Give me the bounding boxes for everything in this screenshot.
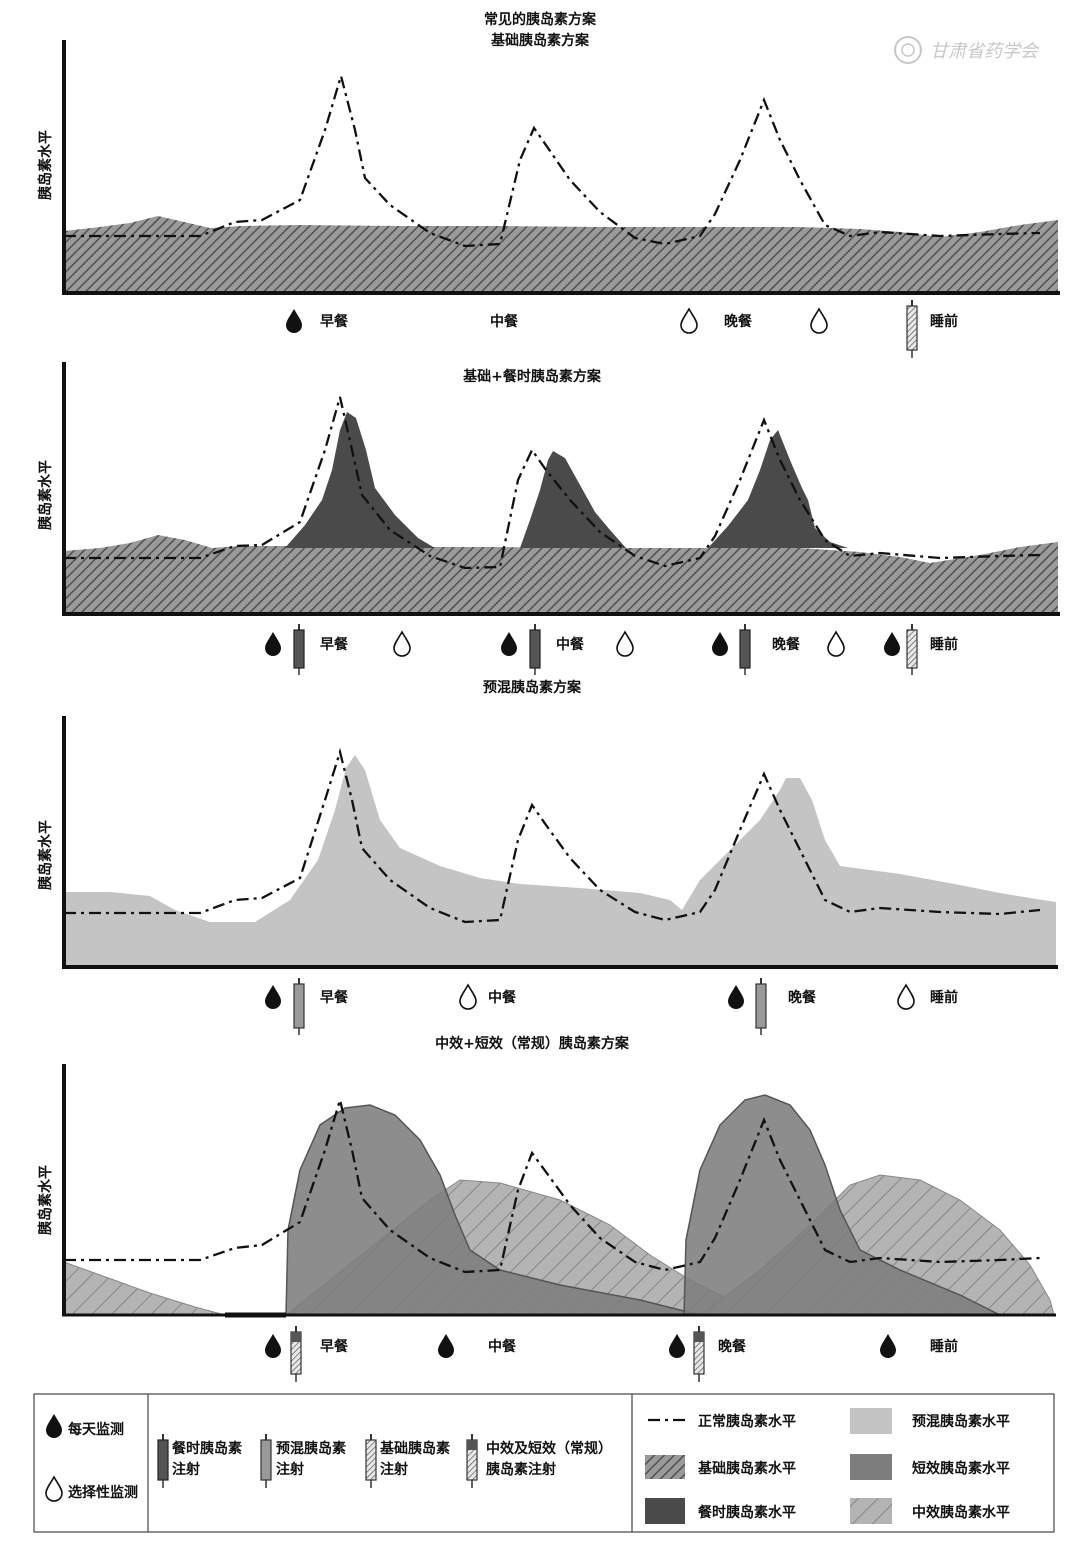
mealtime-insulin-peak-dinner (708, 430, 848, 548)
mealtime-insulin-peak-lunch (520, 451, 626, 548)
daily-monitor-drop-icon (501, 632, 517, 656)
panel-subtitle: 基础+餐时胰岛素方案 (463, 368, 602, 385)
legend-monitor-optional: 选择性监测 (68, 1484, 138, 1501)
legend-monitor-daily: 每天监测 (68, 1421, 124, 1438)
daily-monitor-drop-icon (884, 632, 900, 656)
optional-monitor-drop-icon (616, 631, 634, 657)
premix-insulin-area (64, 755, 1056, 967)
daily-monitor-drop-icon (438, 1334, 454, 1358)
meal-label-bedtime: 睡前 (930, 636, 958, 653)
panel-premix: 预混胰岛素方案 胰岛素水平 早餐 中餐 晚餐 睡前 (37, 679, 1058, 1035)
meal-label-dinner: 晚餐 (788, 989, 817, 1006)
premix-syringe-icon (755, 978, 767, 1035)
nph-insulin-area-early (63, 1261, 226, 1316)
legend-nph-level: 中效胰岛素水平 (912, 1504, 1010, 1521)
meal-label-bedtime: 睡前 (930, 989, 958, 1006)
legend-basal-swatch (645, 1455, 685, 1479)
daily-monitor-drop-icon (265, 985, 281, 1009)
daily-monitor-drop-icon (712, 632, 728, 656)
legend-short-level: 短效胰岛素水平 (912, 1460, 1010, 1477)
panel-subtitle: 预混胰岛素方案 (483, 679, 582, 696)
legend-inj-nph-short-line2: 胰岛素注射 (486, 1461, 556, 1478)
daily-monitor-drop-icon (880, 1334, 896, 1358)
meal-label-breakfast: 早餐 (320, 313, 349, 330)
legend-basal-level: 基础胰岛素水平 (698, 1460, 796, 1477)
meal-label-lunch: 中餐 (490, 313, 519, 330)
legend-inj-mealtime-line1: 餐时胰岛素 (171, 1440, 242, 1457)
panel-basal-bolus: 基础+餐时胰岛素方案 胰岛素水平 早餐 中餐 晚餐 (37, 362, 1060, 675)
optional-monitor-drop-icon (680, 308, 698, 334)
meal-label-breakfast: 早餐 (320, 989, 349, 1006)
optional-monitor-drop-icon (827, 631, 845, 657)
normal-insulin-line (64, 747, 1041, 924)
meal-label-lunch: 中餐 (488, 989, 517, 1006)
mealtime-syringe-icon (157, 1434, 169, 1488)
legend-inj-premix-line2: 注射 (276, 1461, 304, 1478)
mealtime-syringe-icon (293, 624, 305, 675)
short-insulin-area-evening (683, 1094, 1001, 1316)
watermark-logo: 甘肃省药学会 (894, 36, 1040, 64)
y-axis-label: 胰岛素水平 (37, 130, 54, 200)
normal-insulin-line (64, 71, 1041, 248)
nph-short-syringe-icon (466, 1434, 478, 1488)
meal-label-lunch: 中餐 (556, 636, 585, 653)
normal-insulin-line (64, 396, 1041, 570)
basal-syringe-icon (906, 624, 918, 675)
legend-mealtime-level: 餐时胰岛素水平 (697, 1504, 796, 1521)
y-axis-label: 胰岛素水平 (37, 1165, 54, 1235)
daily-monitor-drop-icon (265, 632, 281, 656)
meal-label-bedtime: 睡前 (930, 313, 958, 330)
legend-inj-basal-line1: 基础胰岛素 (380, 1440, 450, 1457)
y-axis-label: 胰岛素水平 (37, 460, 54, 530)
mealtime-syringe-icon (529, 624, 541, 675)
panel-subtitle: 中效+短效（常规）胰岛素方案 (435, 1035, 630, 1052)
legend-premix-swatch (850, 1408, 892, 1434)
mealtime-syringe-icon (739, 624, 751, 675)
y-axis-label: 胰岛素水平 (37, 820, 54, 890)
nph-short-syringe-icon (290, 1326, 302, 1382)
legend: 每天监测 选择性监测 餐时胰岛素 注射 预混胰岛素 注射 基础胰岛素 注射 (33, 1393, 1055, 1533)
main-title: 常见的胰岛素方案 (484, 11, 597, 28)
daily-monitor-drop-icon (669, 1334, 685, 1358)
daily-monitor-drop-icon (265, 1334, 281, 1358)
legend-mealtime-swatch (645, 1498, 685, 1524)
meal-label-lunch: 中餐 (488, 1338, 517, 1355)
basal-syringe-icon (365, 1434, 377, 1488)
watermark-text: 甘肃省药学会 (930, 41, 1040, 62)
panel-subtitle: 基础胰岛素方案 (491, 32, 590, 49)
meal-label-dinner: 晚餐 (718, 1338, 747, 1355)
meal-label-dinner: 晚餐 (772, 636, 801, 653)
legend-premix-level: 预混胰岛素水平 (912, 1413, 1010, 1430)
legend-inj-basal-line2: 注射 (380, 1461, 408, 1478)
premix-syringe-icon (260, 1434, 272, 1488)
legend-inj-nph-short-line1: 中效及短效（常规） (486, 1440, 612, 1457)
basal-insulin-area (64, 216, 1058, 293)
mealtime-insulin-peak-breakfast (285, 412, 435, 548)
optional-monitor-drop-icon (459, 984, 477, 1010)
panel-basal: 基础胰岛素方案 胰岛素水平 早餐 中餐 晚餐 睡前 (37, 32, 1060, 358)
optional-monitor-drop-icon (897, 984, 915, 1010)
daily-monitor-drop-icon (728, 985, 744, 1009)
meal-label-breakfast: 早餐 (320, 1338, 349, 1355)
short-insulin-area-morning (285, 1104, 701, 1316)
legend-inj-premix-line1: 预混胰岛素 (276, 1440, 346, 1457)
basal-syringe-icon (906, 300, 918, 358)
daily-monitor-drop-icon (286, 309, 302, 333)
meal-label-breakfast: 早餐 (320, 636, 349, 653)
meal-label-bedtime: 睡前 (930, 1338, 958, 1355)
legend-inj-mealtime-line2: 注射 (172, 1461, 200, 1478)
optional-monitor-drop-icon (393, 631, 411, 657)
legend-short-swatch (850, 1454, 892, 1480)
optional-monitor-drop-icon (810, 308, 828, 334)
basal-insulin-area (64, 535, 1058, 614)
nph-short-syringe-icon (693, 1326, 705, 1382)
meal-label-dinner: 晚餐 (724, 313, 753, 330)
panel-nph-short: 中效+短效（常规）胰岛素方案 胰岛素水平 早餐 中餐 晚餐 睡前 (37, 1035, 1056, 1382)
normal-insulin-line (64, 1095, 1041, 1274)
premix-syringe-icon (293, 978, 305, 1035)
legend-normal-level: 正常胰岛素水平 (698, 1413, 796, 1430)
legend-nph-swatch (850, 1498, 892, 1524)
